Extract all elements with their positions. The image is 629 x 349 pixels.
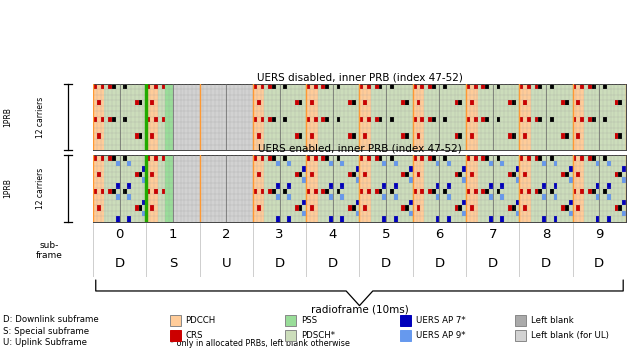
Bar <box>515 330 526 341</box>
Text: 0: 0 <box>116 228 124 241</box>
Text: UERS enabled, inner PRB (index 47-52): UERS enabled, inner PRB (index 47-52) <box>258 143 461 154</box>
Text: radioframe (10ms): radioframe (10ms) <box>311 304 408 314</box>
Text: Left blank (for UL): Left blank (for UL) <box>531 331 609 340</box>
Text: D: D <box>328 258 338 270</box>
Text: PDCCH: PDCCH <box>186 316 216 325</box>
Text: D: D <box>541 258 551 270</box>
Text: Left blank: Left blank <box>531 316 574 325</box>
Text: D: D <box>114 258 125 270</box>
Text: * only in allocated PRBs, left blank otherwise: * only in allocated PRBs, left blank oth… <box>170 339 350 348</box>
Text: 1: 1 <box>169 228 177 241</box>
Bar <box>170 315 181 326</box>
Text: D: D <box>381 258 391 270</box>
Text: D: D <box>487 258 498 270</box>
Text: D: Downlink subframe: D: Downlink subframe <box>3 315 99 324</box>
Text: S: Special subframe: S: Special subframe <box>3 327 89 336</box>
Text: U: Uplink Subframe: U: Uplink Subframe <box>3 338 87 347</box>
Text: 7: 7 <box>488 228 497 241</box>
Text: D: D <box>435 258 445 270</box>
Text: 12 carriers: 12 carriers <box>36 168 45 209</box>
Text: CRS: CRS <box>186 331 203 340</box>
Text: UERS disabled, inner PRB (index 47-52): UERS disabled, inner PRB (index 47-52) <box>257 72 462 82</box>
Text: 2: 2 <box>222 228 231 241</box>
Text: D: D <box>594 258 604 270</box>
Text: S: S <box>169 258 177 270</box>
Bar <box>170 330 181 341</box>
Text: 1PRB: 1PRB <box>4 179 13 198</box>
Text: D: D <box>274 258 284 270</box>
Text: PDSCH*: PDSCH* <box>301 331 335 340</box>
Text: 3: 3 <box>276 228 284 241</box>
Bar <box>400 330 411 341</box>
Text: 9: 9 <box>595 228 603 241</box>
Text: 12 carriers: 12 carriers <box>36 96 45 138</box>
Bar <box>285 315 296 326</box>
Text: 5: 5 <box>382 228 391 241</box>
Text: 1PRB: 1PRB <box>4 107 13 127</box>
Bar <box>515 315 526 326</box>
Text: UERS AP 7*: UERS AP 7* <box>416 316 465 325</box>
Text: 6: 6 <box>435 228 443 241</box>
Text: UERS AP 9*: UERS AP 9* <box>416 331 465 340</box>
Bar <box>285 330 296 341</box>
Text: 8: 8 <box>542 228 550 241</box>
Bar <box>400 315 411 326</box>
Text: 4: 4 <box>328 228 337 241</box>
Text: U: U <box>221 258 231 270</box>
Text: sub-
frame: sub- frame <box>36 241 62 260</box>
Text: PSS: PSS <box>301 316 317 325</box>
